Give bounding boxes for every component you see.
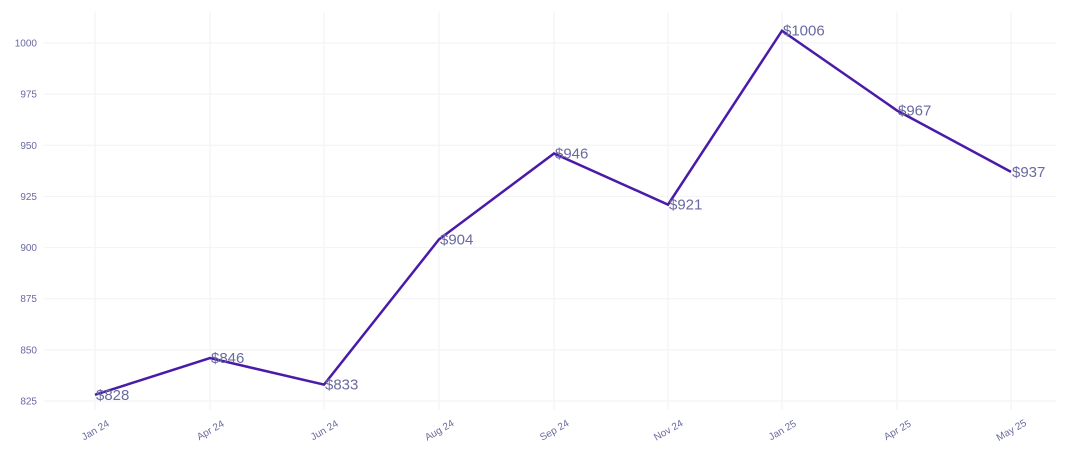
grid	[44, 12, 1056, 410]
x-tick-label: Jan 24	[80, 418, 112, 443]
y-tick-label: 875	[20, 294, 37, 305]
data-label: $828	[96, 387, 129, 404]
series-line	[94, 28, 1012, 397]
x-tick-label: Nov 24	[652, 418, 685, 444]
data-label: $1006	[783, 23, 825, 40]
y-tick-label: 900	[20, 243, 37, 254]
x-tick-label: Jun 24	[309, 418, 341, 443]
y-tick-label: 825	[20, 397, 37, 408]
data-label: $967	[898, 103, 931, 120]
x-tick-label: Jan 25	[767, 418, 799, 443]
x-tick-label: May 25	[995, 418, 1029, 444]
y-tick-label: 1000	[15, 39, 38, 50]
y-tick-label: 850	[20, 345, 37, 356]
y-tick-label: 975	[20, 90, 37, 101]
x-tick-label: Sep 24	[538, 418, 571, 444]
data-label: $904	[440, 231, 473, 248]
data-label: $946	[555, 145, 588, 162]
data-label: $937	[1012, 164, 1045, 181]
x-axis-ticks: Jan 24 Apr 24 Jun 24 Aug 24 Sep 24 Nov 24 Jan …	[80, 418, 1029, 444]
y-axis-ticks: 825 850 875 900 925 950 975 1000	[15, 39, 38, 408]
y-tick-label: 925	[20, 192, 37, 203]
data-label: $833	[325, 377, 358, 394]
x-tick-label: Aug 24	[423, 418, 456, 444]
data-labels: $828 $846 $833 $904 $946 $921 $1006 $967 $937	[96, 23, 1045, 404]
data-label: $846	[211, 350, 244, 367]
series-layer	[94, 28, 1012, 397]
x-tick-label: Apr 24	[195, 418, 226, 442]
y-tick-label: 950	[20, 141, 37, 152]
x-tick-label: Apr 25	[882, 418, 913, 442]
data-label: $921	[669, 197, 702, 214]
